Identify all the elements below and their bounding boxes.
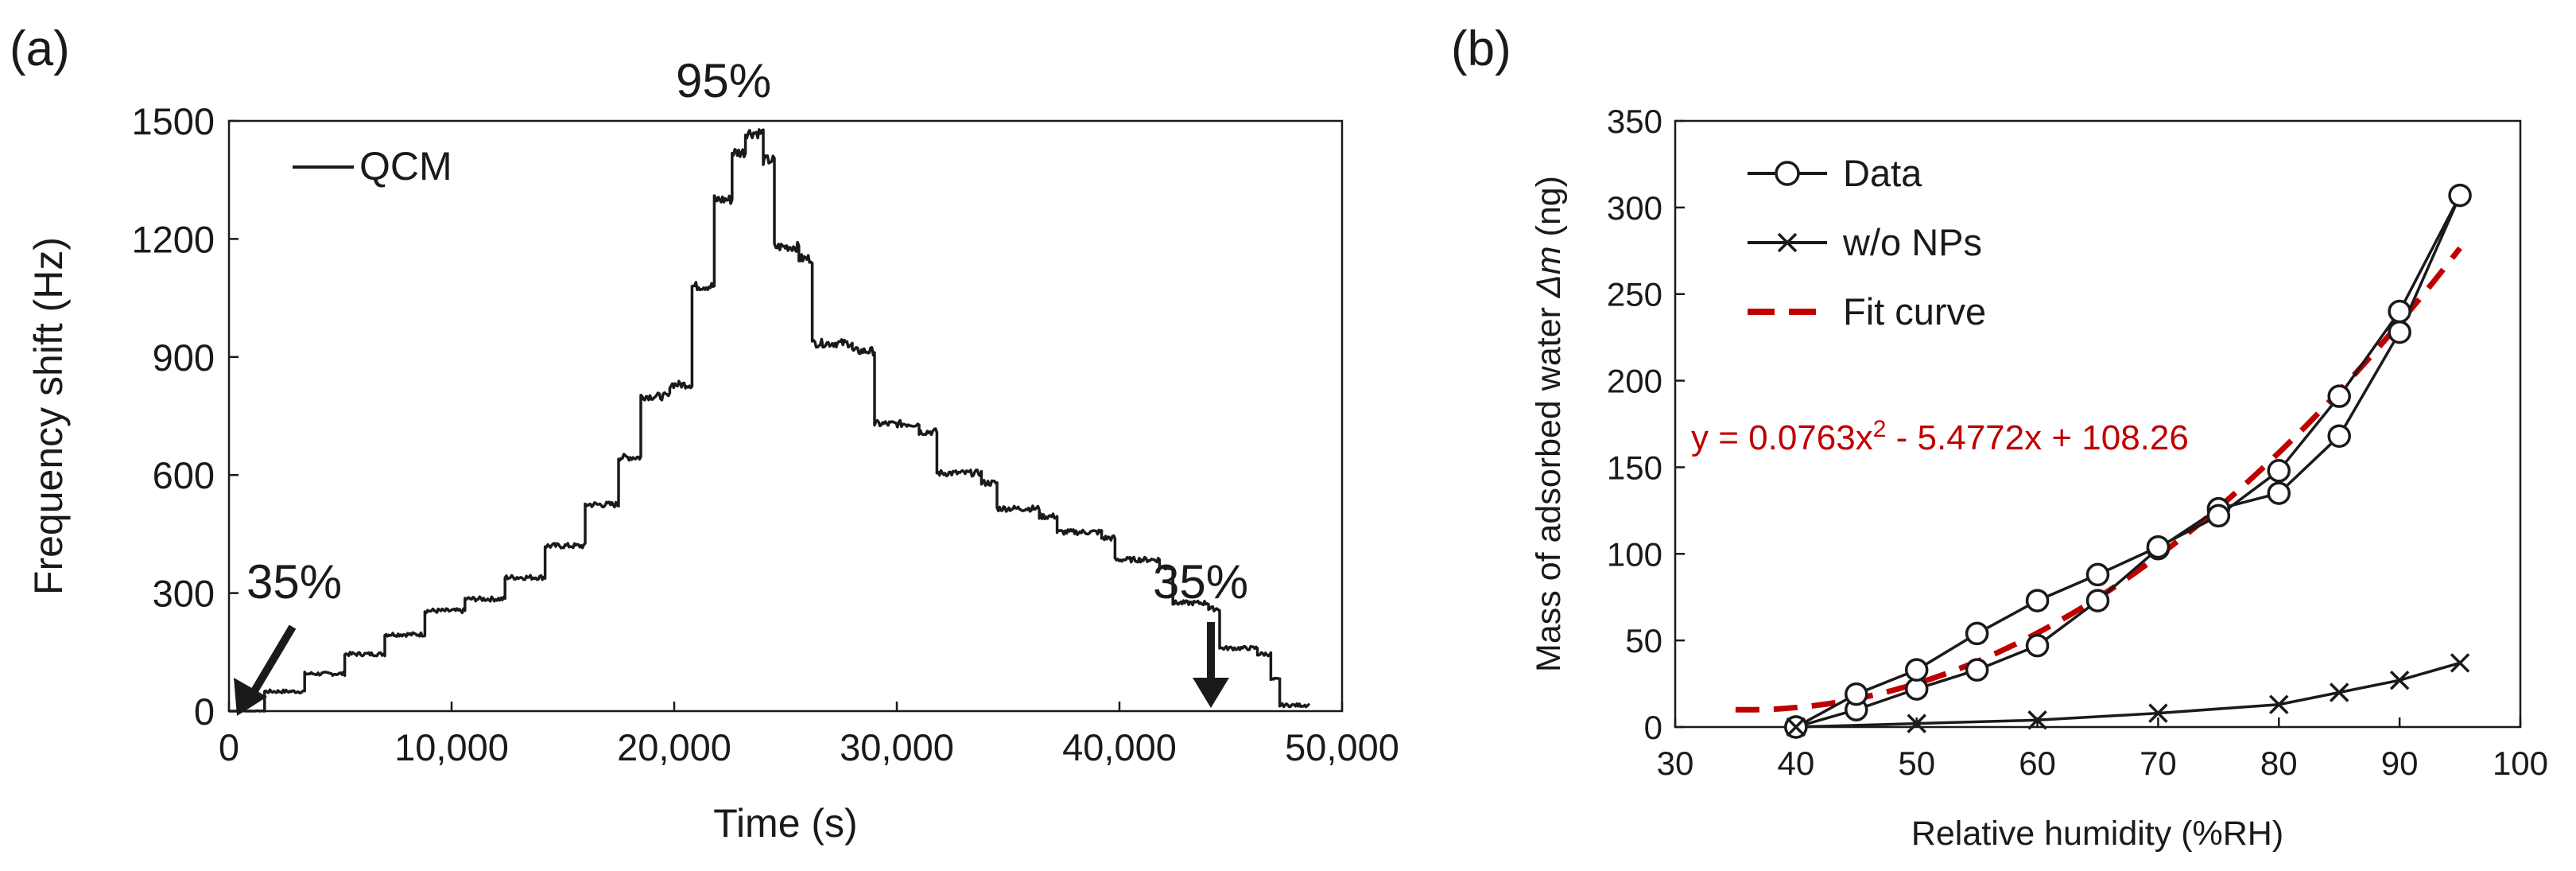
markers-b	[1784, 183, 2472, 739]
fit-equation: y = 0.0763x2 - 5.4772x + 108.26	[1691, 416, 2189, 457]
legend-data-label: Data	[1843, 152, 1922, 194]
data-point-circle	[2388, 320, 2411, 344]
x-tick-label-b: 90	[2381, 745, 2419, 782]
y-tick-label-b: 100	[1607, 535, 1662, 573]
y-tick-label-a: 300	[153, 573, 215, 615]
x-tick-label-b: 80	[2260, 745, 2298, 782]
data-point-x	[1907, 714, 1926, 733]
data-point-circle	[2388, 299, 2411, 324]
x-tick-label-a: 30,000	[840, 726, 954, 768]
data-point-circle	[2085, 589, 2110, 612]
x-tick-label-b: 50	[1898, 745, 1935, 782]
arrow-end	[1193, 622, 1229, 708]
panel-b: (b) 0 50 100 150 200 250 300 350 30 40 50 60 70 80 90…	[1451, 21, 2548, 853]
legend-a: QCM	[293, 144, 452, 189]
y-axis-title-b-text: Mass of adsorbed water	[1530, 297, 1568, 672]
data-point-circle	[2267, 459, 2291, 483]
data-point-circle	[2448, 183, 2472, 208]
y-tick-label-a: 900	[153, 336, 215, 379]
x-axis-ticks-a: 0 10,000 20,000 30,000 40,000 50,000	[219, 702, 1399, 768]
legend-data-marker	[1775, 161, 1800, 186]
data-point-x	[2027, 710, 2047, 730]
x-tick-label-b: 40	[1777, 745, 1814, 782]
data-point-circle	[2085, 562, 2110, 587]
data-point-circle	[2327, 424, 2351, 448]
series-qcm	[228, 128, 1310, 713]
data-point-x	[2450, 653, 2470, 673]
x-tick-label-a: 50,000	[1285, 726, 1399, 768]
series-data	[1795, 193, 2462, 729]
data-point-circle	[1965, 658, 1989, 682]
data-point-x	[1786, 717, 1806, 737]
x-tick-label-a: 40,000	[1062, 726, 1177, 768]
panel-a-label: (a)	[10, 21, 70, 76]
y-axis-title-b-unit: (ng)	[1530, 176, 1568, 246]
y-tick-label-b: 200	[1607, 363, 1662, 400]
data-point-circle	[2267, 481, 2291, 505]
plot-area-a	[227, 119, 1344, 713]
data-point-circle	[2327, 384, 2351, 408]
y-tick-label-b: 350	[1607, 103, 1662, 140]
data-point-circle	[2025, 589, 2050, 612]
y-axis-ticks-b: 0 50 100 150 200 250 300 350	[1607, 103, 1685, 746]
x-axis-title-b: Relative humidity (%RH)	[1911, 815, 2283, 853]
panel-a: (a) 0 300 600 900 1200 1500 0 10,000 20,000 30,0…	[10, 21, 1399, 846]
legend-fit-label: Fit curve	[1843, 290, 1986, 332]
data-point-x	[2329, 682, 2349, 702]
data-point-circle	[1845, 682, 1868, 706]
y-tick-label-b: 300	[1607, 189, 1662, 227]
data-point-x	[2148, 703, 2168, 723]
legend-wonps-label: w/o NPs	[1842, 221, 1982, 263]
x-tick-label-b: 100	[2493, 745, 2548, 782]
data-point-circle	[1904, 658, 1929, 682]
arrow-start	[234, 624, 297, 716]
y-axis-title-b-symbol: Δm	[1530, 246, 1568, 298]
annotation-peak-label: 95%	[676, 54, 771, 107]
y-tick-label-a: 0	[194, 690, 215, 733]
data-point-circle	[2206, 504, 2231, 528]
y-tick-label-a: 1500	[131, 100, 215, 142]
legend-wonps-marker	[1777, 232, 1798, 253]
fit-equation-sup: 2	[1873, 416, 1887, 442]
y-axis-title-a: Frequency shift (Hz)	[26, 237, 71, 595]
y-tick-label-a: 600	[153, 454, 215, 496]
legend-b: Data w/o NPs Fit curve	[1748, 152, 1986, 332]
annotation-end-label: 35%	[1153, 555, 1248, 609]
fit-equation-main: y = 0.0763x	[1691, 418, 1873, 457]
data-point-circle	[2146, 535, 2171, 559]
y-tick-label-b: 50	[1625, 622, 1662, 659]
x-axis-ticks-b: 30 40 50 60 70 80 90 100	[1657, 717, 2548, 782]
plot-area-b	[1674, 119, 2522, 729]
x-tick-label-a: 0	[219, 726, 239, 768]
series-wo-nps	[1795, 661, 2461, 729]
x-tick-label-b: 70	[2140, 745, 2177, 782]
data-point-circle	[1904, 677, 1929, 701]
y-tick-label-b: 0	[1644, 709, 1662, 746]
y-axis-ticks-a: 0 300 600 900 1200 1500	[131, 100, 239, 733]
y-tick-label-a: 1200	[131, 218, 215, 260]
x-tick-label-b: 30	[1657, 745, 1694, 782]
panel-b-label: (b)	[1451, 21, 1511, 76]
annotation-start-label: 35%	[246, 555, 342, 609]
fit-equation-rest: - 5.4772x + 108.26	[1886, 418, 2188, 457]
data-point-circle	[1965, 621, 1989, 646]
data-point-circle	[2025, 633, 2050, 658]
data-point-x	[2389, 670, 2410, 690]
x-tick-label-a: 10,000	[394, 726, 509, 768]
data-point-x	[2269, 694, 2289, 714]
y-tick-label-b: 150	[1607, 449, 1662, 486]
x-tick-label-b: 60	[2019, 745, 2056, 782]
x-axis-title-a: Time (s)	[713, 801, 857, 846]
y-tick-label-b: 250	[1607, 276, 1662, 313]
y-axis-title-b: Mass of adsorbed water Δm (ng)	[1530, 176, 1568, 672]
legend-qcm-label: QCM	[359, 144, 452, 189]
x-tick-label-a: 20,000	[617, 726, 731, 768]
